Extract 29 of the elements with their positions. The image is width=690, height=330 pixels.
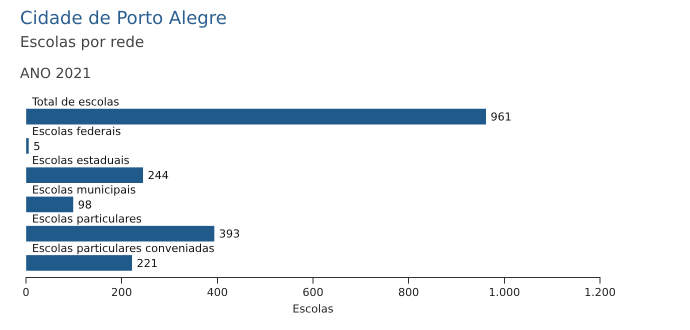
data-label: 5	[33, 140, 40, 153]
bar	[26, 226, 214, 242]
x-tick-label: 200	[111, 286, 132, 300]
bar	[26, 167, 144, 183]
bar	[26, 138, 29, 154]
x-tick-label: 600	[302, 286, 324, 300]
data-label: 221	[136, 256, 158, 270]
text: ANO 2021	[20, 66, 92, 82]
data-label: 961	[490, 110, 512, 124]
chart-title: Cidade de Porto Alegre	[20, 8, 227, 29]
bar	[26, 108, 486, 124]
x-tick-label: 800	[398, 286, 420, 300]
data-label: 98	[78, 198, 92, 212]
bar	[26, 196, 74, 212]
x-tick-label: 0	[22, 286, 30, 300]
bar	[26, 255, 132, 271]
data-label: 393	[218, 228, 240, 241]
y-tick-label: Escolas particulares	[32, 212, 142, 226]
chart-subtitle: Escolas por rede	[20, 33, 144, 51]
x-tick-label: 400	[206, 286, 228, 300]
y-tick-label: Escolas particulares conveniadas	[32, 242, 215, 255]
y-tick-label: Escolas estaduais	[32, 154, 130, 168]
x-tick-label: 1.000	[488, 286, 520, 300]
x-tick-label: 1.200	[584, 286, 616, 300]
y-tick-label: Escolas municipais	[32, 183, 136, 196]
x-axis-title: Escolas	[292, 302, 334, 316]
y-tick-label: Total de escolas	[31, 95, 120, 108]
data-label: 244	[148, 169, 169, 182]
y-tick-label: Escolas federais	[32, 124, 122, 138]
